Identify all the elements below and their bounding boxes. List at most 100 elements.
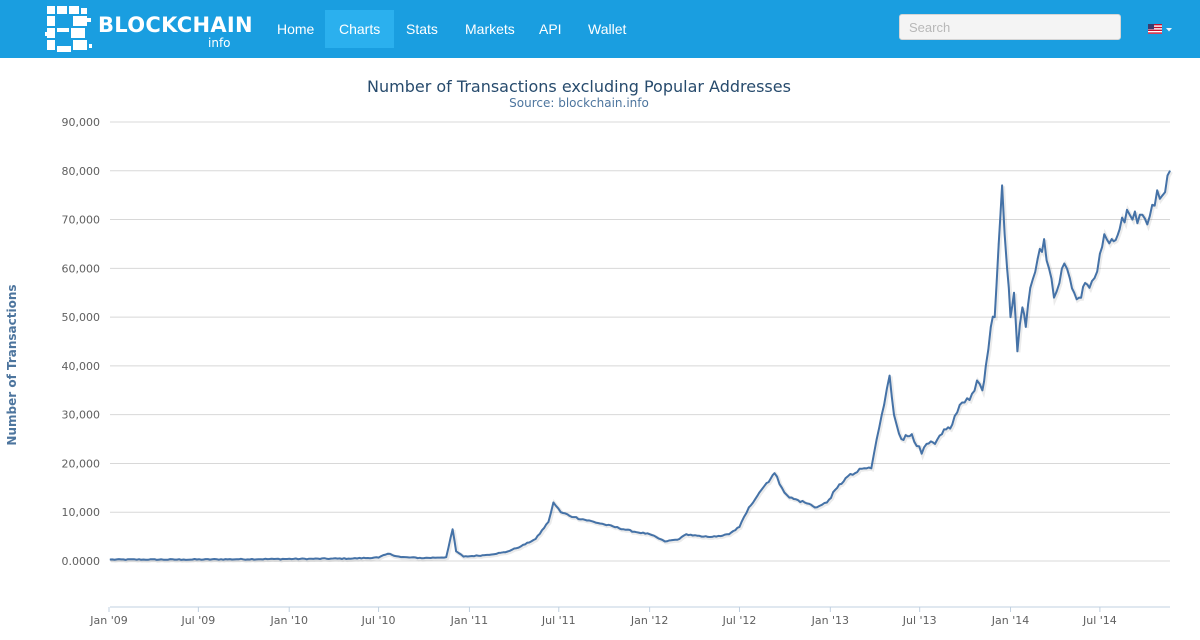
data-point[interactable] [933, 442, 936, 445]
data-point[interactable] [951, 423, 954, 426]
data-point[interactable] [728, 533, 731, 536]
data-point[interactable] [993, 316, 996, 319]
data-point[interactable] [547, 520, 550, 523]
data-point[interactable] [836, 486, 839, 489]
data-point[interactable] [1009, 316, 1012, 319]
language-dropdown[interactable] [1148, 24, 1176, 36]
data-point[interactable] [451, 528, 454, 531]
data-point[interactable] [815, 506, 818, 509]
data-point[interactable] [1161, 194, 1164, 197]
data-point[interactable] [900, 438, 903, 441]
data-point[interactable] [862, 467, 865, 470]
data-point[interactable] [552, 501, 555, 504]
nav-charts[interactable]: Charts [325, 10, 395, 48]
data-point[interactable] [483, 554, 486, 557]
data-point[interactable] [455, 550, 458, 553]
data-point[interactable] [981, 389, 984, 392]
data-point[interactable] [685, 533, 688, 536]
blockchain-logo-icon[interactable] [45, 4, 93, 54]
data-point[interactable] [1126, 208, 1129, 211]
nav-markets[interactable]: Markets [465, 21, 515, 37]
data-point[interactable] [272, 558, 275, 561]
data-point[interactable] [958, 403, 961, 406]
series-line[interactable] [109, 170, 1171, 561]
data-point[interactable] [1058, 281, 1061, 284]
data-point[interactable] [1103, 233, 1106, 236]
data-point[interactable] [603, 523, 606, 526]
data-point[interactable] [399, 556, 402, 559]
data-point[interactable] [940, 433, 943, 436]
data-point[interactable] [1024, 325, 1027, 328]
data-point[interactable] [1084, 281, 1087, 284]
data-point[interactable] [984, 364, 987, 367]
data-point[interactable] [1068, 277, 1071, 280]
data-point[interactable] [870, 467, 873, 470]
data-point[interactable] [825, 501, 828, 504]
data-point[interactable] [1151, 203, 1154, 206]
data-point[interactable] [893, 413, 896, 416]
data-point[interactable] [989, 325, 992, 328]
data-point[interactable] [504, 551, 507, 554]
data-point[interactable] [1156, 189, 1159, 192]
data-point[interactable] [715, 535, 718, 538]
data-point[interactable] [788, 496, 791, 499]
data-point[interactable] [1021, 306, 1024, 309]
data-point[interactable] [534, 538, 537, 541]
data-point[interactable] [765, 481, 768, 484]
data-point[interactable] [1088, 286, 1091, 289]
data-point[interactable] [888, 374, 891, 377]
data-point[interactable] [573, 516, 576, 519]
data-point[interactable] [780, 486, 783, 489]
data-point[interactable] [648, 533, 651, 536]
data-point[interactable] [844, 477, 847, 480]
data-point[interactable] [773, 472, 776, 475]
nav-wallet[interactable]: Wallet [588, 21, 627, 37]
data-point[interactable] [1043, 238, 1046, 241]
data-point[interactable] [1006, 267, 1009, 270]
data-point[interactable] [1169, 169, 1171, 172]
nav-api[interactable]: API [539, 21, 562, 37]
data-point[interactable] [1098, 252, 1101, 255]
data-point[interactable] [925, 442, 928, 445]
brand-name[interactable]: BLOCKCHAIN [98, 13, 253, 37]
data-point[interactable] [883, 403, 886, 406]
data-point[interactable] [386, 552, 389, 555]
data-point[interactable] [109, 558, 111, 561]
data-point[interactable] [1146, 223, 1149, 226]
data-point[interactable] [1093, 277, 1096, 280]
data-point[interactable] [747, 506, 750, 509]
data-point[interactable] [377, 556, 380, 559]
data-point[interactable] [1131, 218, 1134, 221]
data-point[interactable] [678, 538, 681, 541]
data-point[interactable] [182, 558, 185, 561]
data-point[interactable] [1036, 257, 1039, 260]
data-point[interactable] [1078, 296, 1081, 299]
data-point[interactable] [1138, 213, 1141, 216]
data-point[interactable] [758, 491, 761, 494]
series-area[interactable] [109, 169, 1173, 563]
data-point[interactable] [875, 438, 878, 441]
data-point[interactable] [1063, 262, 1066, 265]
data-point[interactable] [462, 555, 465, 558]
search-input[interactable] [899, 14, 1121, 40]
data-point[interactable] [423, 557, 426, 560]
data-point[interactable] [347, 557, 350, 560]
data-point[interactable] [1048, 267, 1051, 270]
data-point[interactable] [803, 501, 806, 504]
data-point[interactable] [1118, 228, 1121, 231]
data-point[interactable] [975, 379, 978, 382]
data-point[interactable] [663, 540, 666, 543]
nav-home[interactable]: Home [277, 21, 315, 37]
data-point[interactable] [519, 545, 522, 548]
data-point[interactable] [1029, 286, 1032, 289]
data-point[interactable] [445, 556, 448, 559]
data-point[interactable] [559, 511, 562, 514]
data-point[interactable] [1052, 296, 1055, 299]
data-point[interactable] [920, 452, 923, 455]
data-point[interactable] [1110, 238, 1113, 241]
data-point[interactable] [968, 399, 971, 402]
data-point[interactable] [700, 535, 703, 538]
nav-stats[interactable]: Stats [406, 21, 438, 37]
data-point[interactable] [1073, 291, 1076, 294]
data-point[interactable] [633, 530, 636, 533]
